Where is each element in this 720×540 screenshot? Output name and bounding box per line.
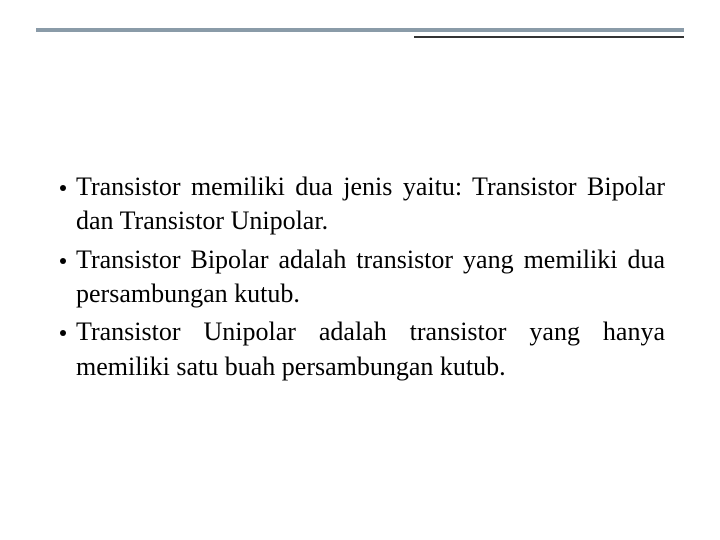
- list-item: Transistor memiliki dua jenis yaitu: Tra…: [60, 170, 665, 239]
- slide-content: Transistor memiliki dua jenis yaitu: Tra…: [60, 170, 665, 388]
- bullet-text: Transistor Unipolar adalah transistor ya…: [76, 315, 665, 384]
- header-rule-bottom: [414, 36, 684, 38]
- header-rule: [36, 28, 684, 38]
- bullet-icon: [60, 185, 66, 191]
- bullet-icon: [60, 330, 66, 336]
- bullet-text: Transistor memiliki dua jenis yaitu: Tra…: [76, 170, 665, 239]
- list-item: Transistor Bipolar adalah transistor yan…: [60, 243, 665, 312]
- header-rule-top: [36, 28, 684, 32]
- bullet-text: Transistor Bipolar adalah transistor yan…: [76, 243, 665, 312]
- list-item: Transistor Unipolar adalah transistor ya…: [60, 315, 665, 384]
- bullet-icon: [60, 258, 66, 264]
- header-rule-bottom-wrap: [36, 36, 684, 38]
